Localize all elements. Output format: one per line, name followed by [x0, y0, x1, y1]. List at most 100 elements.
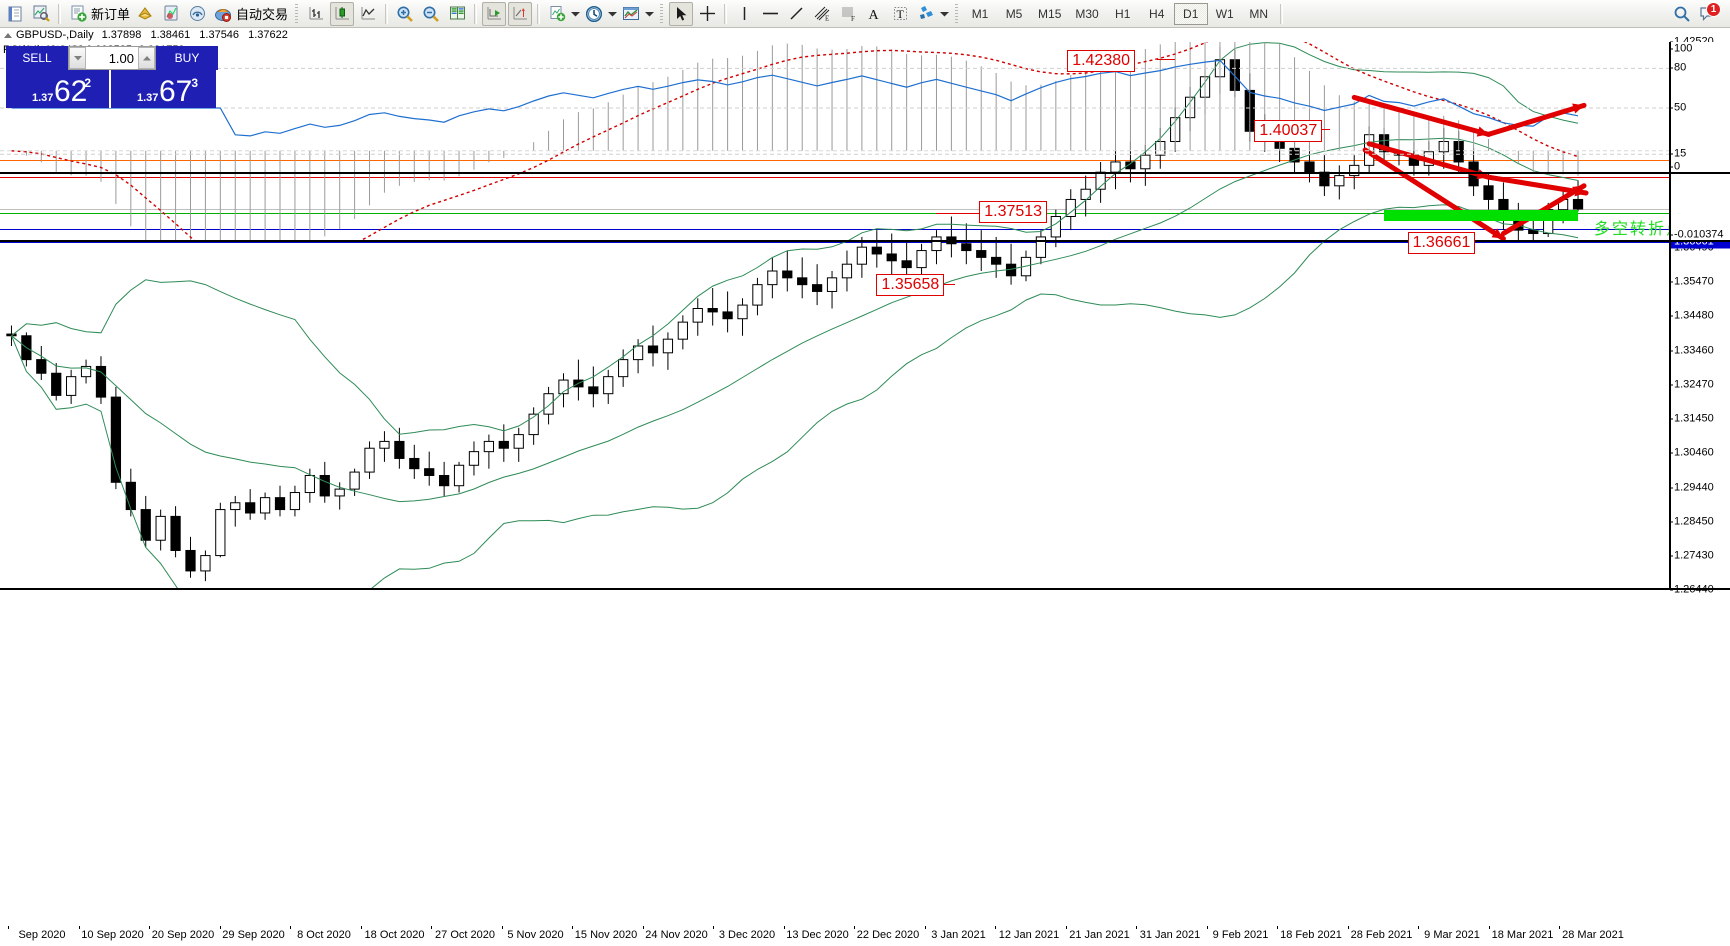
terminal-icon[interactable] [3, 2, 27, 26]
tile-windows-icon[interactable] [445, 2, 469, 26]
price-callout: 1.37513 [979, 200, 1048, 223]
toolbar-grip[interactable] [293, 3, 301, 24]
sell-price-pips: 62 [54, 75, 88, 108]
rsi-pane[interactable]: RSI(14) 42.6402 100 80 50 150 [0, 42, 1730, 174]
date-tick-label: 3 Dec 2020 [718, 929, 776, 941]
toolbar-grip[interactable] [953, 3, 961, 24]
expert-advisor-icon[interactable] [133, 2, 157, 26]
date-tick [8, 926, 9, 929]
timeframe-m30[interactable]: M30 [1075, 6, 1099, 21]
date-tick [1206, 926, 1208, 929]
price-plot-area[interactable]: 多空转折点 1.42380 1.40037 1.37513 1.35658 1.3666… [0, 42, 1671, 588]
svg-text:T: T [896, 7, 904, 21]
date-tick [642, 926, 644, 929]
market-watch-icon[interactable] [29, 2, 53, 26]
candlestick-chart-icon[interactable] [330, 1, 355, 26]
toolbar-separator [385, 3, 389, 24]
price-tick-label: 1.35470 [1670, 275, 1714, 288]
date-tick [854, 926, 855, 929]
autotrading-label[interactable]: 自动交易 [236, 8, 289, 23]
price-level-line-grey[interactable] [0, 208, 1669, 210]
buy-button[interactable]: BUY [156, 46, 218, 70]
volume-increase-button[interactable] [138, 47, 155, 69]
price-callout: 1.36661 [1407, 231, 1476, 254]
trendline-icon[interactable] [784, 2, 808, 26]
buy-price-display[interactable]: 1.37 67 3 [111, 70, 216, 108]
chevron-down-icon[interactable] [644, 2, 655, 26]
timeframe-group: M1 M5 M15 M30 H1 H4 D1 W1 MN [963, 2, 1276, 25]
text-label-icon[interactable]: T [888, 2, 912, 26]
vertical-line-icon[interactable] [732, 2, 756, 26]
crosshair-icon[interactable] [695, 2, 719, 26]
bar-chart-icon[interactable] [304, 2, 328, 26]
sell-button[interactable]: SELL [6, 46, 68, 70]
navigator-icon[interactable] [159, 2, 183, 26]
new-order-label[interactable]: 新订单 [91, 8, 131, 23]
price-level-line-3[interactable] [0, 229, 1669, 231]
fibonacci-icon[interactable]: F [836, 2, 860, 26]
cursor-icon[interactable] [669, 1, 694, 26]
timeframe-d1[interactable]: D1 [1173, 2, 1208, 25]
sell-price-fraction: 2 [84, 76, 91, 90]
chevron-down-icon[interactable] [607, 2, 618, 26]
templates-icon[interactable] [619, 2, 643, 26]
shapes-icon[interactable] [914, 2, 938, 26]
date-tick [1277, 926, 1278, 929]
notifications-icon[interactable]: 1 [1696, 1, 1721, 26]
date-tick [78, 926, 80, 929]
toolbar-right-group: 1 [1669, 1, 1730, 26]
price-tick-label: 1.29440 [1670, 481, 1714, 494]
rsi-plot-area[interactable]: RSI(14) 42.6402 [0, 42, 1671, 172]
timeframe-h4[interactable]: H4 [1149, 6, 1165, 21]
macd-arrow-annotations [1366, 141, 1589, 197]
price-level-line-4[interactable] [0, 241, 1669, 243]
timeframe-m5[interactable]: M5 [1005, 6, 1023, 21]
date-tick-label: Sep 2020 [18, 929, 66, 941]
autotrading-icon[interactable] [211, 2, 235, 26]
rsi-scale[interactable]: 100 80 50 15 0 [1669, 42, 1730, 172]
date-tick [1488, 926, 1490, 929]
callout-leader-line [1157, 59, 1176, 60]
date-tick [431, 926, 432, 929]
timeframe-m15[interactable]: M15 [1038, 6, 1062, 21]
text-icon[interactable]: A [862, 2, 886, 26]
collapse-triangle-icon[interactable] [4, 32, 12, 38]
chevron-down-icon[interactable] [570, 2, 581, 26]
signals-icon[interactable] [185, 2, 209, 26]
horizontal-line-icon[interactable] [758, 2, 782, 26]
price-level-line-0[interactable] [0, 159, 1669, 161]
indicators-icon[interactable] [545, 2, 569, 26]
equidistant-channel-icon[interactable]: E [810, 2, 834, 26]
date-tick [501, 926, 503, 929]
one-click-trading-panel: SELL 1.00 BUY 1.37 62 2 1.37 67 3 [6, 46, 218, 108]
date-tick [783, 926, 785, 929]
price-level-line-1[interactable] [0, 177, 1669, 179]
volume-decrease-button[interactable] [69, 47, 86, 69]
line-chart-icon[interactable] [356, 2, 380, 26]
new-order-icon[interactable] [66, 2, 90, 26]
date-tick [1065, 926, 1067, 929]
search-icon[interactable] [1670, 2, 1694, 26]
timeframe-w1[interactable]: W1 [1215, 6, 1234, 21]
toolbar-grip[interactable] [658, 3, 666, 24]
chevron-down-icon[interactable] [939, 2, 950, 26]
price-tick-label: 1.28450 [1670, 515, 1714, 527]
price-level-line-2[interactable] [0, 212, 1669, 214]
zoom-in-icon[interactable] [393, 2, 417, 26]
date-tick [924, 926, 926, 929]
timeframe-m1[interactable]: M1 [971, 6, 989, 21]
volume-input[interactable]: 1.00 [86, 47, 138, 69]
svg-text:A: A [868, 8, 879, 22]
sell-price-prefix: 1.37 [32, 92, 54, 104]
price-tick-label: 1.30460 [1670, 446, 1714, 459]
auto-scroll-icon[interactable] [482, 1, 507, 26]
volume-stepper[interactable]: 1.00 [68, 46, 156, 70]
date-tick [1559, 926, 1560, 929]
period-icon[interactable] [582, 2, 606, 26]
sell-price-display[interactable]: 1.37 62 2 [6, 70, 111, 108]
zoom-out-icon[interactable] [419, 2, 443, 26]
chart-container: 多空转折点 1.42380 1.40037 1.37513 1.35658 1.3666… [0, 36, 1730, 946]
timeframe-h1[interactable]: H1 [1115, 6, 1131, 21]
chart-shift-icon[interactable] [508, 1, 533, 26]
timeframe-mn[interactable]: MN [1249, 6, 1269, 21]
